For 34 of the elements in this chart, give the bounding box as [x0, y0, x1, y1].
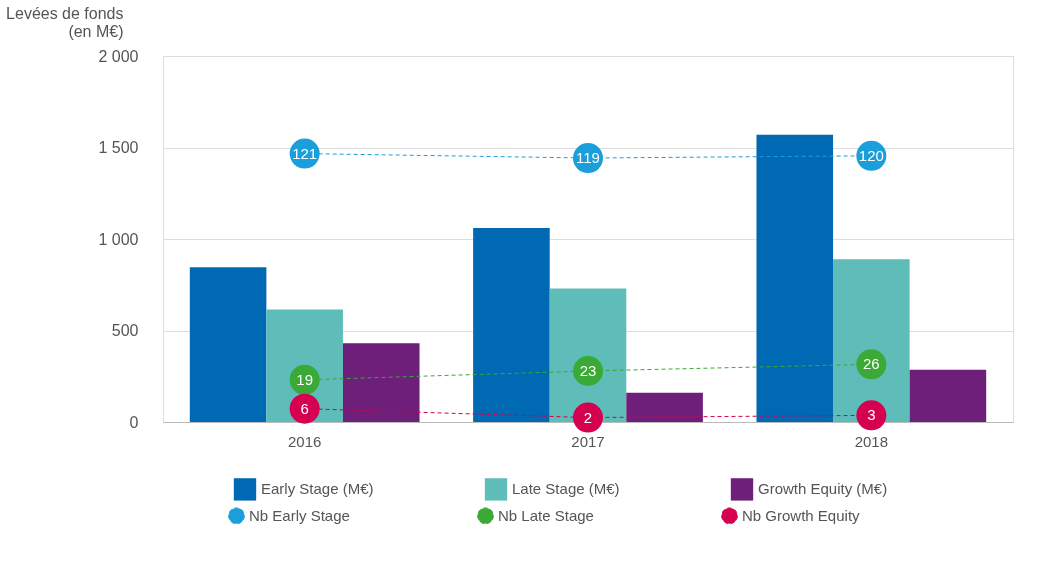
y-tick-label: 2 000: [98, 47, 139, 65]
legend-label: Nb Growth Equity: [742, 506, 861, 524]
data-label: 3: [867, 406, 876, 424]
data-label: 120: [858, 146, 884, 164]
bar: [342, 343, 420, 422]
bar: [909, 369, 987, 422]
bar: [756, 134, 834, 422]
legend-label: Nb Late Stage: [498, 506, 594, 524]
data-label: 23: [579, 361, 597, 379]
point: [856, 400, 887, 431]
x-tick-label: 2016: [287, 432, 322, 450]
legend-label: Growth Equity (M€): [758, 480, 888, 498]
data-label: 19: [296, 370, 314, 388]
y-tick-label: 1 000: [98, 230, 139, 248]
legend-label: Late Stage (M€): [512, 480, 620, 498]
y-tick-label: 500: [111, 322, 139, 339]
data-label: 2: [583, 408, 593, 426]
legend-label: Nb Early Stage: [249, 506, 350, 524]
bar: [833, 259, 910, 422]
bar: [626, 392, 703, 422]
bar: [473, 228, 550, 422]
legend-label: Early Stage (M€): [261, 480, 374, 498]
y-axis-title: Levées de fonds (en M€): [6, 4, 124, 40]
x-tick-label: 2018: [854, 432, 889, 450]
x-tick-label: 2017: [571, 432, 605, 450]
data-label: 121: [292, 144, 318, 162]
point: [573, 402, 603, 433]
y-tick-label: 1 500: [98, 139, 139, 156]
data-label: 6: [300, 399, 309, 417]
y-tick-label: 0: [129, 413, 139, 431]
bar: [189, 267, 267, 422]
data-label: 119: [576, 149, 600, 167]
data-label: 26: [862, 355, 880, 373]
point: [289, 393, 320, 424]
